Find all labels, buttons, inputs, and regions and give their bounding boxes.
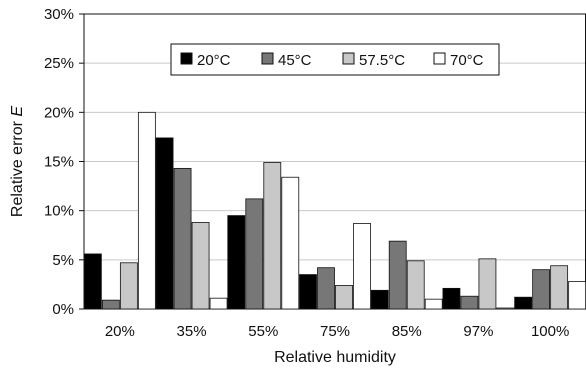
x-tick-label: 100% <box>531 323 569 340</box>
x-tick-label: 35% <box>177 323 207 340</box>
bar-70C-85pct <box>424 298 443 310</box>
bars <box>83 111 586 310</box>
bar-57.5C-85pct <box>406 260 425 310</box>
bar-57.5C-35pct <box>191 222 210 310</box>
bar-45C-35pct <box>173 167 192 310</box>
legend-label: 20°C <box>197 52 231 69</box>
x-axis-title: Relative humidity <box>274 349 396 366</box>
y-tick-label: 10% <box>44 203 74 220</box>
legend-swatch <box>342 52 355 65</box>
bar-20C-85pct <box>370 289 389 310</box>
y-tick-label: 0% <box>52 301 74 318</box>
bar-45C-55pct <box>245 198 264 310</box>
bar-45C-85pct <box>388 240 407 310</box>
legend-swatch <box>180 52 193 65</box>
bar-70C-100pct <box>568 281 586 310</box>
x-tick-label: 75% <box>320 323 350 340</box>
legend-swatch <box>433 52 446 65</box>
x-tick-label: 55% <box>248 323 278 340</box>
y-tick-label: 20% <box>44 104 74 121</box>
bar-70C-20pct <box>137 111 156 310</box>
x-axis-ticks: 20% 35% 55% 75% 85% 97% 100% <box>105 323 569 340</box>
bar-57.5C-97pct <box>478 258 497 310</box>
x-tick-label: 97% <box>463 323 493 340</box>
y-tick-label: 25% <box>44 55 74 72</box>
y-axis-title-variable: E <box>9 106 26 117</box>
bar-57.5C-100pct <box>550 265 569 310</box>
y-tick-label: 15% <box>44 154 74 171</box>
bar-70C-75pct <box>353 223 371 310</box>
legend-label: 70°C <box>450 52 484 69</box>
bar-70C-35pct <box>209 297 228 310</box>
y-axis-title: Relative error E <box>9 106 26 217</box>
bar-20C-100pct <box>514 296 533 310</box>
bar-20C-20pct <box>83 253 102 310</box>
legend: 20°C 45°C 57.5°C 70°C <box>170 43 500 76</box>
legend-swatch <box>261 52 274 65</box>
bar-20C-97pct <box>442 287 461 310</box>
y-tick-label: 30% <box>44 6 74 23</box>
legend-label: 57.5°C <box>359 52 405 69</box>
bar-20C-75pct <box>299 274 317 310</box>
bar-57.5C-55pct <box>263 162 282 310</box>
x-tick-label: 20% <box>105 323 135 340</box>
bar-20C-35pct <box>155 137 174 310</box>
bar-20C-55pct <box>227 215 246 310</box>
bar-57.5C-75pct <box>335 284 353 310</box>
bar-45C-20pct <box>101 299 120 310</box>
y-axis-title-text: Relative error <box>9 117 26 217</box>
y-tick-label: 5% <box>52 252 74 269</box>
legend-label: 45°C <box>278 52 312 69</box>
x-tick-label: 85% <box>392 323 422 340</box>
y-axis-ticks: 0% 5% 10% 15% 20% 25% 30% <box>44 6 84 318</box>
bar-70C-55pct <box>281 176 300 310</box>
bar-45C-100pct <box>532 269 551 310</box>
bar-45C-97pct <box>460 295 479 310</box>
bar-45C-75pct <box>317 267 335 310</box>
bar-57.5C-20pct <box>119 262 138 310</box>
bar-70C-97pct <box>496 307 515 310</box>
